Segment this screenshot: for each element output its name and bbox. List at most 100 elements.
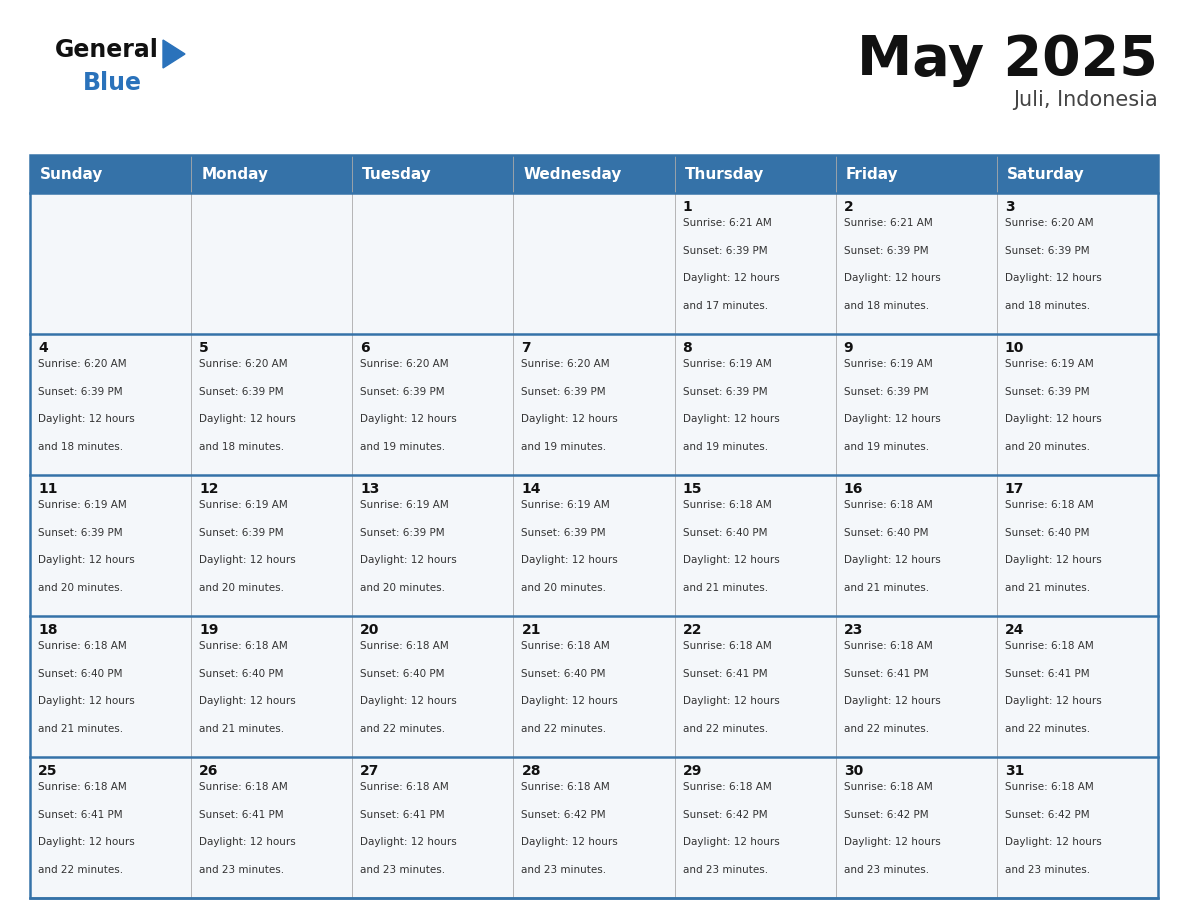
Text: 2: 2 — [843, 200, 853, 214]
Text: Sunset: 6:39 PM: Sunset: 6:39 PM — [522, 386, 606, 397]
Text: Sunset: 6:40 PM: Sunset: 6:40 PM — [360, 668, 444, 678]
Text: Daylight: 12 hours: Daylight: 12 hours — [360, 837, 457, 847]
Text: Sunset: 6:39 PM: Sunset: 6:39 PM — [200, 386, 284, 397]
Text: Sunrise: 6:18 AM: Sunrise: 6:18 AM — [683, 782, 771, 792]
Text: and 22 minutes.: and 22 minutes. — [38, 865, 124, 875]
Text: Daylight: 12 hours: Daylight: 12 hours — [38, 555, 134, 565]
Text: 16: 16 — [843, 482, 864, 496]
Text: Daylight: 12 hours: Daylight: 12 hours — [38, 696, 134, 706]
Text: 17: 17 — [1005, 482, 1024, 496]
Text: Sunset: 6:39 PM: Sunset: 6:39 PM — [683, 246, 767, 255]
Text: and 20 minutes.: and 20 minutes. — [522, 583, 606, 593]
Text: Sunrise: 6:18 AM: Sunrise: 6:18 AM — [843, 500, 933, 510]
Text: Sunrise: 6:20 AM: Sunrise: 6:20 AM — [360, 359, 449, 369]
Text: Sunset: 6:39 PM: Sunset: 6:39 PM — [1005, 386, 1089, 397]
Text: Daylight: 12 hours: Daylight: 12 hours — [38, 414, 134, 424]
Text: Sunset: 6:40 PM: Sunset: 6:40 PM — [683, 528, 767, 538]
Text: Daylight: 12 hours: Daylight: 12 hours — [1005, 274, 1101, 284]
Text: Sunset: 6:39 PM: Sunset: 6:39 PM — [360, 386, 446, 397]
Text: Daylight: 12 hours: Daylight: 12 hours — [522, 414, 618, 424]
Text: 25: 25 — [38, 764, 57, 778]
Bar — [30, 616, 1158, 757]
Text: Sunrise: 6:18 AM: Sunrise: 6:18 AM — [360, 782, 449, 792]
Text: Sunrise: 6:18 AM: Sunrise: 6:18 AM — [360, 641, 449, 651]
Text: 6: 6 — [360, 341, 369, 355]
Text: Sunset: 6:40 PM: Sunset: 6:40 PM — [200, 668, 284, 678]
Text: Saturday: Saturday — [1007, 166, 1085, 182]
Text: 27: 27 — [360, 764, 380, 778]
Text: 26: 26 — [200, 764, 219, 778]
Text: 23: 23 — [843, 623, 864, 637]
Text: Juli, Indonesia: Juli, Indonesia — [1013, 90, 1158, 110]
Text: 12: 12 — [200, 482, 219, 496]
Text: 10: 10 — [1005, 341, 1024, 355]
Bar — [30, 757, 1158, 898]
Text: and 20 minutes.: and 20 minutes. — [200, 583, 284, 593]
Text: Sunset: 6:41 PM: Sunset: 6:41 PM — [683, 668, 767, 678]
Text: and 18 minutes.: and 18 minutes. — [843, 301, 929, 311]
Text: Sunrise: 6:18 AM: Sunrise: 6:18 AM — [522, 782, 611, 792]
Text: 13: 13 — [360, 482, 380, 496]
Text: Sunset: 6:41 PM: Sunset: 6:41 PM — [360, 810, 446, 820]
Text: Sunrise: 6:18 AM: Sunrise: 6:18 AM — [200, 782, 287, 792]
Text: Sunrise: 6:21 AM: Sunrise: 6:21 AM — [683, 218, 771, 228]
Text: and 22 minutes.: and 22 minutes. — [360, 724, 446, 733]
Text: Sunset: 6:41 PM: Sunset: 6:41 PM — [38, 810, 122, 820]
Text: Sunset: 6:41 PM: Sunset: 6:41 PM — [200, 810, 284, 820]
Text: 30: 30 — [843, 764, 862, 778]
Text: Daylight: 12 hours: Daylight: 12 hours — [522, 696, 618, 706]
Text: and 23 minutes.: and 23 minutes. — [360, 865, 446, 875]
Text: Blue: Blue — [83, 71, 143, 95]
Text: 3: 3 — [1005, 200, 1015, 214]
Text: Friday: Friday — [846, 166, 898, 182]
Text: Sunrise: 6:21 AM: Sunrise: 6:21 AM — [843, 218, 933, 228]
Text: and 22 minutes.: and 22 minutes. — [843, 724, 929, 733]
Text: Thursday: Thursday — [684, 166, 764, 182]
Text: General: General — [55, 38, 159, 62]
Text: Daylight: 12 hours: Daylight: 12 hours — [1005, 696, 1101, 706]
Text: and 23 minutes.: and 23 minutes. — [843, 865, 929, 875]
Text: Daylight: 12 hours: Daylight: 12 hours — [360, 414, 457, 424]
Text: Sunrise: 6:18 AM: Sunrise: 6:18 AM — [522, 641, 611, 651]
Bar — [30, 334, 1158, 475]
Text: Sunrise: 6:20 AM: Sunrise: 6:20 AM — [1005, 218, 1093, 228]
Text: and 19 minutes.: and 19 minutes. — [360, 442, 446, 452]
Text: Sunrise: 6:19 AM: Sunrise: 6:19 AM — [522, 500, 611, 510]
Text: 11: 11 — [38, 482, 57, 496]
Text: Daylight: 12 hours: Daylight: 12 hours — [843, 555, 941, 565]
Text: Sunset: 6:41 PM: Sunset: 6:41 PM — [1005, 668, 1089, 678]
Text: Sunset: 6:42 PM: Sunset: 6:42 PM — [683, 810, 767, 820]
Bar — [30, 155, 1158, 193]
Text: Daylight: 12 hours: Daylight: 12 hours — [683, 274, 779, 284]
Polygon shape — [163, 40, 185, 68]
Text: 29: 29 — [683, 764, 702, 778]
Text: and 23 minutes.: and 23 minutes. — [200, 865, 284, 875]
Text: Tuesday: Tuesday — [362, 166, 432, 182]
Text: and 23 minutes.: and 23 minutes. — [1005, 865, 1089, 875]
Text: Daylight: 12 hours: Daylight: 12 hours — [683, 414, 779, 424]
Text: Sunset: 6:39 PM: Sunset: 6:39 PM — [38, 386, 122, 397]
Text: Sunrise: 6:20 AM: Sunrise: 6:20 AM — [38, 359, 127, 369]
Text: 18: 18 — [38, 623, 57, 637]
Text: Daylight: 12 hours: Daylight: 12 hours — [843, 414, 941, 424]
Text: Sunset: 6:39 PM: Sunset: 6:39 PM — [38, 528, 122, 538]
Text: Sunrise: 6:19 AM: Sunrise: 6:19 AM — [200, 500, 287, 510]
Text: 4: 4 — [38, 341, 48, 355]
Text: Sunrise: 6:19 AM: Sunrise: 6:19 AM — [1005, 359, 1094, 369]
Text: Sunrise: 6:18 AM: Sunrise: 6:18 AM — [683, 641, 771, 651]
Text: Monday: Monday — [201, 166, 268, 182]
Text: Daylight: 12 hours: Daylight: 12 hours — [200, 555, 296, 565]
Text: Sunrise: 6:18 AM: Sunrise: 6:18 AM — [843, 782, 933, 792]
Text: Sunset: 6:39 PM: Sunset: 6:39 PM — [522, 528, 606, 538]
Text: and 18 minutes.: and 18 minutes. — [200, 442, 284, 452]
Text: and 20 minutes.: and 20 minutes. — [38, 583, 124, 593]
Text: 14: 14 — [522, 482, 541, 496]
Text: 20: 20 — [360, 623, 380, 637]
Text: 31: 31 — [1005, 764, 1024, 778]
Text: Sunset: 6:42 PM: Sunset: 6:42 PM — [1005, 810, 1089, 820]
Text: Daylight: 12 hours: Daylight: 12 hours — [683, 696, 779, 706]
Text: Wednesday: Wednesday — [524, 166, 621, 182]
Text: 7: 7 — [522, 341, 531, 355]
Text: Sunrise: 6:18 AM: Sunrise: 6:18 AM — [1005, 641, 1094, 651]
Text: and 21 minutes.: and 21 minutes. — [843, 583, 929, 593]
